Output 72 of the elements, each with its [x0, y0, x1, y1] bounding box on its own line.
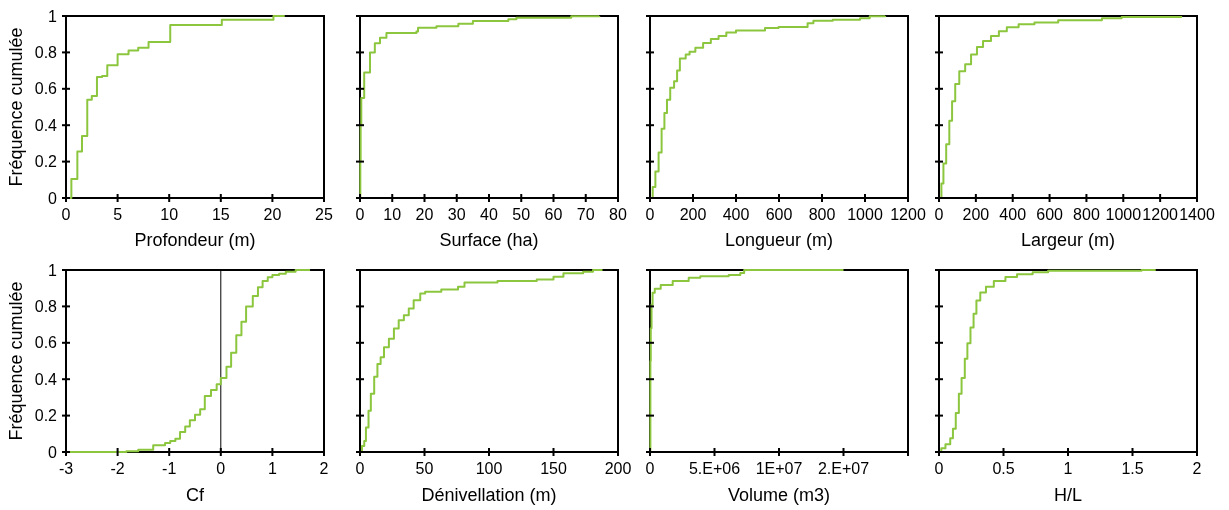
- x-tick-label: 20: [415, 206, 434, 223]
- x-axis-title: Dénivellation (m): [421, 485, 557, 505]
- x-tick-label: 100: [475, 460, 503, 477]
- x-tick-label: 200: [962, 206, 990, 223]
- x-tick-label: 5.E+06: [688, 460, 741, 477]
- x-tick-label: 400: [999, 206, 1027, 223]
- x-tick-label: 1200: [890, 206, 926, 223]
- x-tick-label: 1E+07: [755, 460, 803, 477]
- x-tick-label: 150: [540, 460, 567, 477]
- x-axis-title: Surface (ha): [439, 230, 539, 250]
- x-tick-label: 10: [383, 206, 402, 223]
- x-tick-label: 0: [355, 206, 365, 223]
- y-tick-label: 0.8: [34, 298, 58, 315]
- x-tick-label: 1200: [1142, 206, 1179, 223]
- x-tick-label: 2: [319, 460, 329, 477]
- x-tick-label: 0: [216, 460, 226, 477]
- x-tick-label: 1000: [847, 206, 883, 223]
- x-tick-label: 400: [722, 206, 750, 223]
- y-tick-label: 0.6: [34, 334, 58, 352]
- x-axis-title: Profondeur (m): [134, 230, 256, 250]
- x-tick-label: 600: [765, 206, 793, 223]
- x-tick-label: 2: [1192, 460, 1202, 477]
- y-tick-label: 0: [48, 443, 58, 461]
- y-tick-label: 1: [48, 261, 58, 279]
- y-axis-title: Fréquence cumulée: [6, 27, 26, 187]
- x-tick-label: 200: [679, 206, 707, 223]
- x-tick-label: 70: [576, 206, 595, 223]
- y-tick-label: 0.2: [34, 407, 58, 425]
- x-tick-label: 10: [160, 206, 179, 223]
- x-tick-label: 30: [447, 206, 466, 223]
- x-tick-label: 1: [1063, 460, 1073, 477]
- x-tick-label: 0: [355, 460, 365, 477]
- x-tick-label: 0.5: [992, 460, 1015, 477]
- x-tick-label: 800: [1073, 206, 1100, 223]
- x-axis-title: H/L: [1053, 485, 1083, 505]
- x-tick-label: 5: [113, 206, 123, 223]
- x-tick-label: 0: [934, 206, 944, 223]
- y-tick-label: 0.8: [34, 44, 58, 61]
- y-tick-label: 0: [48, 189, 58, 207]
- x-axis-title: Cf: [186, 485, 205, 505]
- x-tick-label: 40: [480, 206, 498, 223]
- x-tick-label: 20: [263, 206, 282, 223]
- x-tick-label: 1.5: [1121, 460, 1144, 477]
- x-axis-title: Largeur (m): [1020, 230, 1116, 250]
- y-axis-title: Fréquence cumulée: [6, 281, 26, 441]
- x-tick-label: 60: [544, 206, 563, 223]
- x-tick-label: 1400: [1179, 206, 1215, 223]
- x-tick-label: 25: [315, 206, 333, 223]
- x-tick-label: -3: [58, 460, 74, 477]
- x-tick-label: 0: [934, 460, 944, 477]
- x-tick-label: -2: [110, 460, 125, 477]
- x-tick-label: 600: [1036, 206, 1064, 223]
- x-tick-label: 1: [267, 460, 277, 477]
- x-tick-label: 15: [211, 206, 230, 223]
- x-tick-label: 50: [415, 460, 434, 477]
- x-tick-label: 50: [512, 206, 531, 223]
- x-tick-label: 1000: [1105, 206, 1142, 223]
- y-tick-label: 0.6: [34, 80, 58, 98]
- x-tick-label: 0: [645, 206, 655, 223]
- x-tick-label: 200: [604, 460, 632, 477]
- x-tick-label: 2.E+07: [817, 460, 870, 477]
- y-tick-label: 0.4: [34, 116, 58, 134]
- x-axis-title: Volume (m3): [727, 485, 831, 505]
- x-tick-label: 800: [808, 206, 836, 223]
- y-tick-label: 0.2: [34, 153, 58, 171]
- x-tick-label: 0: [645, 460, 655, 477]
- y-tick-label: 0.4: [34, 370, 58, 388]
- x-tick-label: -1: [162, 460, 177, 477]
- x-tick-label: 0: [61, 206, 71, 223]
- y-tick-label: 1: [48, 7, 58, 25]
- x-tick-label: 80: [609, 206, 627, 223]
- x-axis-title: Longueur (m): [724, 230, 834, 250]
